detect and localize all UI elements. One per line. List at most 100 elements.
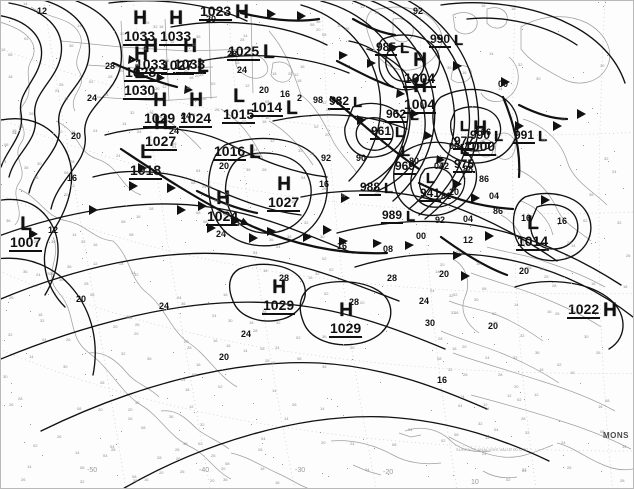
station-dot	[85, 374, 86, 375]
isobar-value-label: 30	[425, 318, 436, 328]
station-plot-mark: 32	[433, 38, 438, 43]
station-plot-mark: 16	[223, 292, 228, 297]
station-plot-mark: 04	[103, 453, 108, 458]
station-plot-mark: 08	[322, 32, 327, 37]
station-plot-mark: 18	[271, 360, 276, 365]
station-plot-mark: 08	[142, 46, 147, 51]
station-dot	[409, 253, 410, 254]
station-plot-mark: 26	[555, 311, 560, 316]
station-dot	[207, 171, 208, 172]
station-plot-mark: 14	[498, 86, 503, 91]
station-plot-mark: 02	[506, 477, 511, 482]
station-plot-mark: 08	[600, 429, 605, 434]
pressure-value-label: 985	[375, 40, 398, 56]
low-pressure-glyph: L	[454, 32, 463, 49]
station-plot-mark: 36	[24, 165, 29, 170]
isobar-value-label: 04	[434, 161, 445, 171]
station-plot-mark: 14	[75, 450, 80, 455]
station-plot-mark: 18	[541, 138, 546, 143]
station-dot	[297, 53, 298, 54]
station-plot-mark: 36	[181, 301, 186, 306]
station-plot-mark: 14	[27, 464, 32, 469]
station-dot	[33, 48, 34, 49]
station-dot	[48, 294, 49, 295]
pressure-system-l-962: 962 L	[385, 108, 419, 123]
station-plot-mark: 24	[485, 355, 490, 360]
station-dot	[426, 465, 427, 466]
station-dot	[337, 406, 338, 407]
station-plot-mark: 02	[192, 42, 197, 47]
station-plot-mark: 30	[142, 168, 147, 173]
station-dot	[26, 353, 27, 354]
station-plot-mark: 04	[110, 444, 115, 449]
station-plot-mark: 16	[481, 3, 486, 8]
pressure-value-label: 1030	[123, 82, 157, 100]
station-dot	[373, 50, 374, 51]
station-dot	[558, 224, 559, 225]
station-plot-mark: 26	[145, 20, 150, 25]
isobar-value-label: 04	[463, 214, 474, 224]
station-plot-mark: 36	[246, 167, 251, 172]
station-dot	[583, 145, 584, 146]
station-dot	[256, 4, 257, 5]
station-plot-mark: 26	[21, 477, 26, 482]
fronts-layer	[111, 11, 569, 277]
station-dot	[576, 169, 577, 170]
station-dot	[100, 438, 101, 439]
station-plot-mark: 12	[70, 183, 75, 188]
station-plot-mark: 28	[18, 396, 23, 401]
pressure-value-label: 990	[469, 128, 492, 144]
station-dot	[240, 180, 241, 181]
station-dot	[558, 31, 559, 32]
station-plot-mark: 32	[448, 367, 453, 372]
low-pressure-glyph: L	[400, 40, 409, 57]
station-dot	[116, 444, 117, 445]
station-plot-mark: 36	[322, 334, 327, 339]
station-plot-mark: 20	[184, 339, 189, 344]
station-dot	[29, 295, 30, 296]
station-dot	[329, 130, 330, 131]
chart-credit-text: SURFACE ANALYSIS VALID 00 UTC	[456, 447, 529, 452]
station-dot	[494, 344, 495, 345]
station-dot	[571, 283, 572, 284]
station-plot-mark: 26	[47, 271, 52, 276]
station-plot-mark: 36	[589, 192, 594, 197]
coastlines-layer	[1, 6, 633, 488]
station-plot-mark: 24	[55, 88, 60, 93]
station-plot-mark: 04	[408, 427, 413, 432]
station-dot	[131, 59, 132, 60]
pressure-value-label: 990	[429, 32, 452, 48]
station-plot-mark: 30	[207, 184, 212, 189]
station-plot-mark: 20	[159, 470, 164, 475]
high-pressure-glyph: H	[272, 277, 286, 298]
station-dot	[320, 78, 321, 79]
station-dot	[453, 475, 454, 476]
station-plot-mark: 12	[485, 435, 490, 440]
station-dot	[184, 372, 185, 373]
station-dot	[592, 108, 593, 109]
station-dot	[332, 43, 333, 44]
high-pressure-glyph: H	[169, 8, 183, 29]
station-plot-mark: 08	[454, 432, 459, 437]
station-plot-mark: 28	[498, 372, 503, 377]
pressure-value-label: 1007	[9, 234, 43, 252]
station-plot-mark: 02	[218, 384, 223, 389]
station-plot-mark: 26	[57, 434, 62, 439]
station-plot-mark: 08	[64, 170, 69, 175]
station-plot-mark: 12	[483, 402, 488, 407]
station-plot-mark: 28	[552, 283, 557, 288]
pressure-system-l-991: 991 L	[513, 129, 547, 144]
station-dot	[432, 350, 433, 351]
station-dot	[131, 218, 132, 219]
station-plot-mark: 02	[126, 314, 131, 319]
station-dot	[124, 186, 125, 187]
station-plot-mark: 12	[233, 145, 238, 150]
station-dot	[388, 250, 389, 251]
low-pressure-glyph: L	[249, 142, 261, 163]
station-plot-mark: 16	[12, 128, 17, 133]
station-dot	[56, 58, 57, 59]
pressure-system-h-1029: H 1029	[329, 301, 363, 338]
isobar-value-label: 92	[435, 215, 446, 225]
station-plot-mark: 24	[275, 345, 280, 350]
station-plot-mark: 20	[316, 27, 321, 32]
